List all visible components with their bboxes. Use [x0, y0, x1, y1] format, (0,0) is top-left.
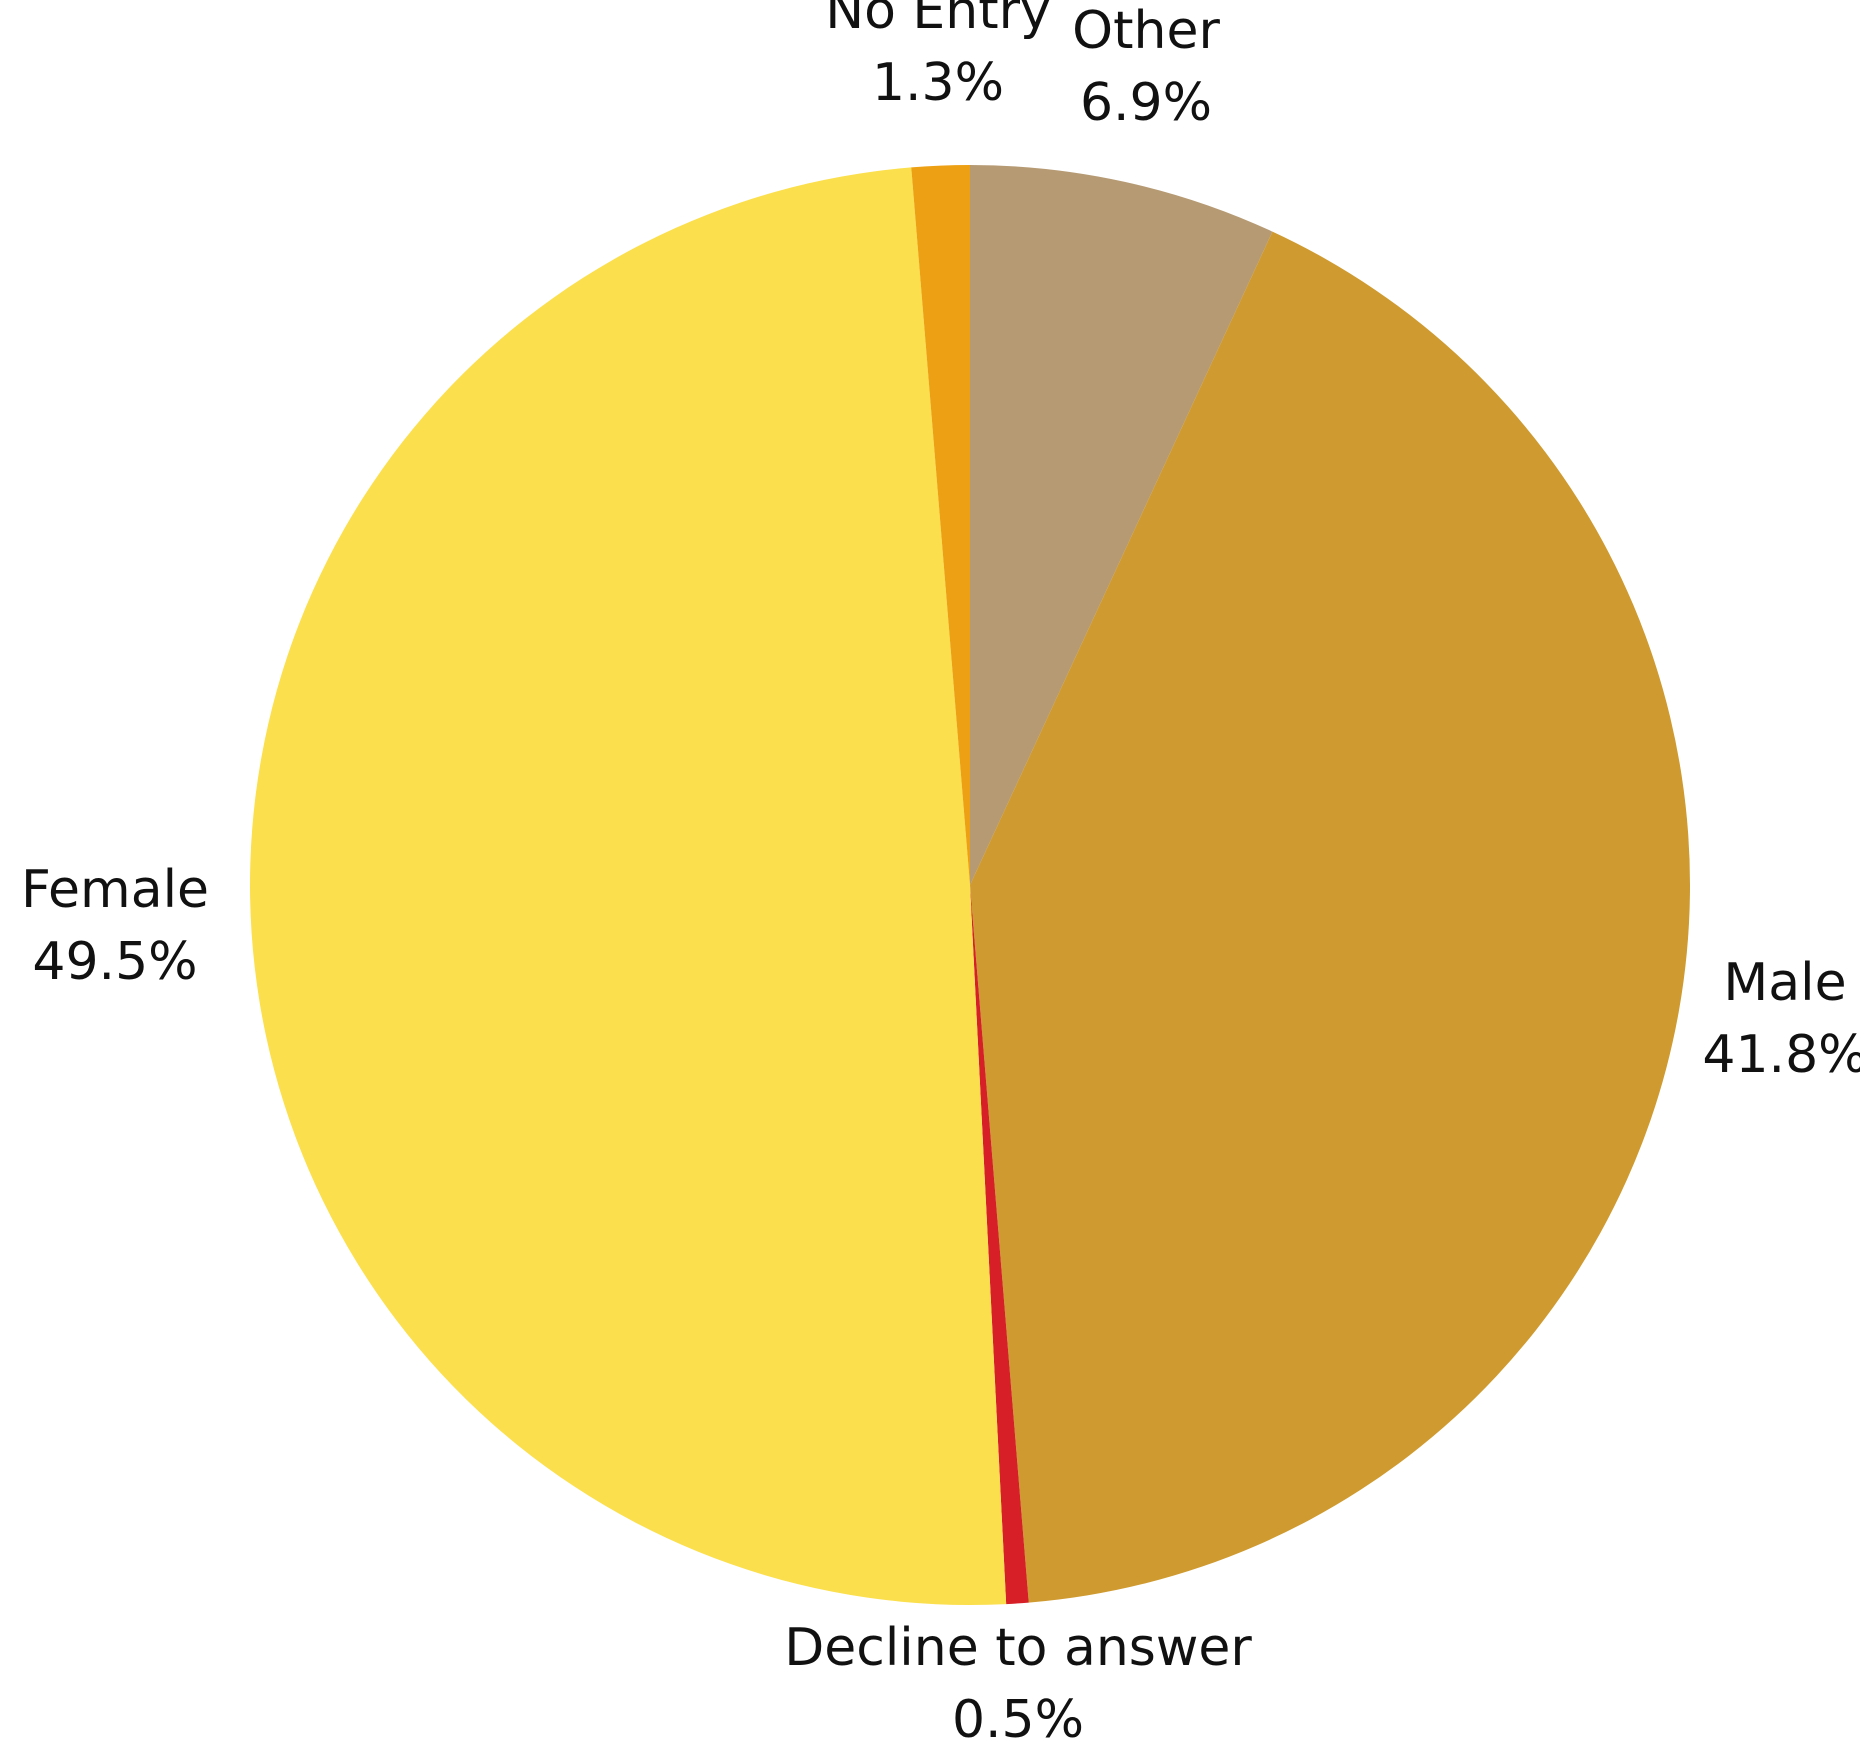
pie-slice-female — [250, 167, 1007, 1605]
slice-value-male: 41.8% — [1702, 1025, 1860, 1085]
slice-label-no-entry: No Entry — [825, 0, 1051, 41]
slice-value-other: 6.9% — [1080, 73, 1212, 133]
slice-label-male: Male — [1723, 953, 1846, 1013]
pie-slice-other — [970, 165, 1273, 885]
pie-labels: Other 6.9% Male 41.8% Decline to answer 0.5% F… — [21, 0, 1860, 1750]
slice-value-no-entry: 1.3% — [872, 53, 1004, 113]
slice-label-other: Other — [1072, 1, 1220, 61]
slice-value-decline-to-answer: 0.5% — [952, 1690, 1084, 1750]
slice-label-female: Female — [21, 860, 209, 920]
pie-slice-no-entry — [911, 165, 970, 885]
slice-label-decline-to-answer: Decline to answer — [784, 1618, 1252, 1678]
slice-value-female: 49.5% — [32, 932, 197, 992]
pie-slice-male — [970, 231, 1691, 1603]
pie-slice-decline-to-answer — [970, 885, 1029, 1605]
pie-slices — [250, 165, 1691, 1605]
